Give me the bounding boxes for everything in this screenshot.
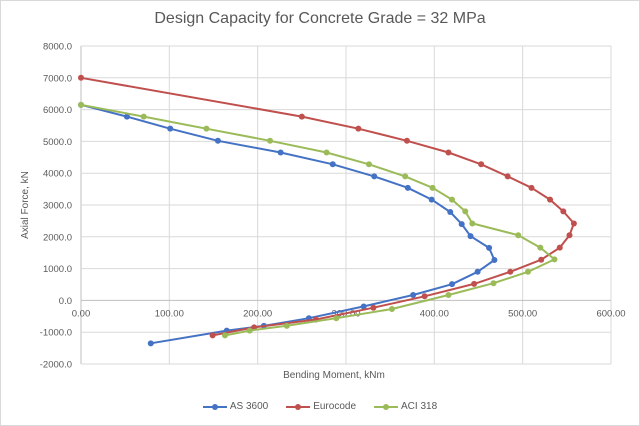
y-tick-label: 2000.0 <box>43 232 72 243</box>
data-point-as-3600 <box>277 149 284 156</box>
data-point-aci-318 <box>537 244 544 251</box>
y-tick-label: 1000.0 <box>43 264 72 275</box>
data-point-aci-318 <box>283 322 290 329</box>
data-point-eurocode <box>507 268 514 275</box>
data-point-as-3600 <box>371 173 378 180</box>
data-point-eurocode <box>556 244 563 251</box>
data-point-aci-318 <box>365 161 372 168</box>
data-point-eurocode <box>478 161 485 168</box>
data-point-as-3600 <box>447 208 454 215</box>
x-tick-label: 400.00 <box>420 308 449 319</box>
y-tick-label: 7000.0 <box>43 73 72 84</box>
legend-label: AS 3600 <box>229 401 269 412</box>
data-point-aci-318 <box>445 291 452 298</box>
data-point-eurocode <box>504 173 511 180</box>
data-point-as-3600 <box>329 161 336 168</box>
data-point-aci-318 <box>402 173 409 180</box>
data-point-as-3600 <box>467 233 474 240</box>
x-tick-label: 0.00 <box>72 308 91 319</box>
legend-marker-icon <box>202 403 227 410</box>
y-tick-label: 8000.0 <box>43 42 72 53</box>
data-point-as-3600 <box>491 257 498 264</box>
y-tick-label: 3000.0 <box>43 201 72 212</box>
data-point-aci-318 <box>333 315 340 322</box>
data-point-aci-318 <box>429 184 436 191</box>
data-point-as-3600 <box>474 268 481 275</box>
data-point-as-3600 <box>167 125 174 132</box>
data-point-aci-318 <box>515 232 522 239</box>
legend-item-aci-318: ACI 318 <box>374 401 437 412</box>
data-point-as-3600 <box>147 340 154 347</box>
y-tick-label: 4000.0 <box>43 169 72 180</box>
data-point-eurocode <box>547 196 554 203</box>
data-point-as-3600 <box>360 303 367 310</box>
legend-item-as-3600: AS 3600 <box>202 401 269 412</box>
data-point-aci-318 <box>203 125 210 132</box>
data-point-eurocode <box>471 280 478 287</box>
legend: AS 3600 Eurocode ACI 318 <box>0 401 640 412</box>
x-axis-label: Bending Moment, kNm <box>283 370 385 381</box>
data-point-eurocode <box>209 332 216 339</box>
data-point-aci-318 <box>551 256 558 263</box>
data-point-as-3600 <box>449 281 455 288</box>
y-tick-label: 5000.0 <box>43 137 72 148</box>
legend-marker-icon <box>374 403 399 410</box>
legend-label: ACI 318 <box>401 401 438 412</box>
data-point-aci-318 <box>449 196 455 203</box>
data-point-eurocode <box>298 113 305 120</box>
data-point-aci-318 <box>78 101 84 108</box>
data-point-aci-318 <box>388 305 395 312</box>
y-tick-label: 6000.0 <box>43 105 72 116</box>
data-point-as-3600 <box>123 113 130 120</box>
data-point-eurocode <box>538 256 545 263</box>
x-tick-label: 600.00 <box>596 308 625 319</box>
data-point-eurocode <box>560 208 567 215</box>
data-point-aci-318 <box>140 113 147 120</box>
data-point-aci-318 <box>323 149 330 156</box>
data-point-as-3600 <box>214 137 221 144</box>
data-point-aci-318 <box>469 220 476 227</box>
data-point-aci-318 <box>524 268 531 275</box>
data-point-as-3600 <box>410 291 417 298</box>
data-point-eurocode <box>403 137 410 144</box>
data-point-as-3600 <box>458 221 465 228</box>
series-line-as-3600 <box>80 103 496 345</box>
legend-item-eurocode: Eurocode <box>286 401 356 412</box>
data-point-eurocode <box>355 125 362 132</box>
y-tick-label: -1000.0 <box>40 328 72 339</box>
data-point-aci-318 <box>221 332 228 339</box>
data-point-eurocode <box>528 184 535 191</box>
data-point-aci-318 <box>490 280 497 287</box>
data-point-aci-318 <box>246 327 253 334</box>
x-tick-label: 200.00 <box>243 308 272 319</box>
series-line-aci-318 <box>80 103 556 337</box>
y-axis-label: Axial Force, kN <box>20 171 31 239</box>
data-point-eurocode <box>370 304 377 311</box>
data-point-eurocode <box>421 293 428 300</box>
chart-title: Design Capacity for Concrete Grade = 32 … <box>154 10 486 27</box>
legend-label: Eurocode <box>313 401 357 412</box>
data-point-as-3600 <box>404 184 411 191</box>
y-tick-label: 0.0 <box>59 296 72 307</box>
data-point-aci-318 <box>267 137 274 144</box>
y-tick-label: -2000.0 <box>40 360 72 371</box>
data-point-eurocode <box>566 232 573 239</box>
x-tick-label: 500.00 <box>508 308 537 319</box>
data-point-as-3600 <box>486 244 493 251</box>
data-point-as-3600 <box>428 196 435 203</box>
data-point-eurocode <box>445 149 452 156</box>
series-line-eurocode <box>80 76 575 337</box>
data-point-eurocode <box>570 220 577 227</box>
data-point-aci-318 <box>462 208 469 215</box>
data-point-eurocode <box>78 74 84 81</box>
x-tick-label: 100.00 <box>155 308 184 319</box>
legend-marker-icon <box>286 403 311 410</box>
